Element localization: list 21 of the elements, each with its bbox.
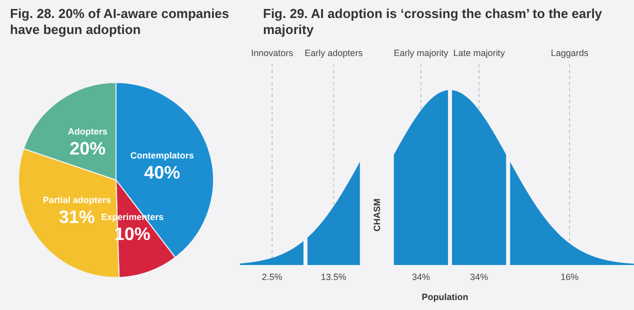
data-label: 16% xyxy=(560,272,579,282)
slice-label: Contemplators xyxy=(130,150,194,160)
data-label: 31% xyxy=(58,207,95,228)
text: Population xyxy=(422,292,468,302)
category-label: Early majority xyxy=(394,48,449,58)
chart-title: Fig. 28. 20% of AI-aware companies have begun adoption xyxy=(10,6,230,38)
slice-label: Adopters xyxy=(68,126,108,136)
category-label: Laggards xyxy=(550,48,589,58)
data-label: 2.5% xyxy=(262,272,282,282)
text: Fig. 29. AI adoption is ‘crossing the chasm’ to the early majority xyxy=(263,6,604,38)
text: CHASM xyxy=(372,198,382,232)
category-label: Innovators xyxy=(251,48,294,58)
data-label: 40% xyxy=(144,162,180,182)
data-label: 34% xyxy=(412,272,430,282)
slice-label: Partial adopters xyxy=(42,195,111,206)
data-label: 34% xyxy=(470,272,488,282)
data-label: 13.5% xyxy=(320,272,346,282)
slice-label: Experimenters xyxy=(101,212,164,222)
category-label: Late majority xyxy=(453,48,506,58)
data-label: 20% xyxy=(70,138,106,158)
category-label: Early adopters xyxy=(304,48,364,58)
